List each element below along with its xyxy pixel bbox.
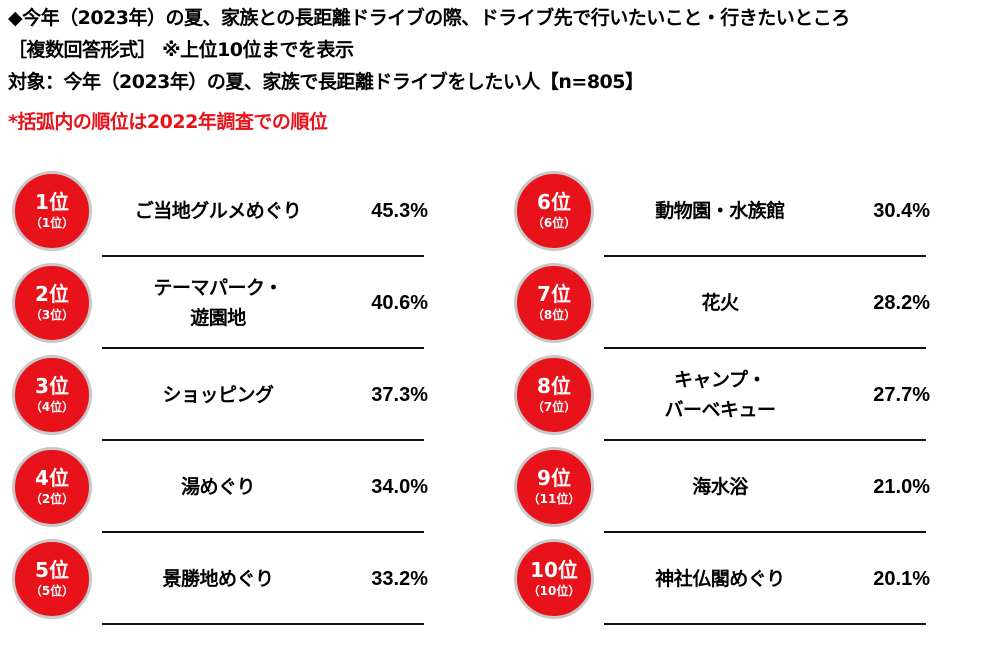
prev-rank: （4位） <box>29 400 75 414</box>
ranking-row: 5位 （5位） 景勝地めぐり 33.2% <box>8 533 428 625</box>
rank: 9位 <box>537 466 571 490</box>
prev-rank: （5位） <box>29 584 75 598</box>
prev-rank: （6位） <box>531 216 577 230</box>
ranking-column-left: 1位 （1位） ご当地グルメめぐり 45.3% 2位 （3位） テーマパーク・遊… <box>8 165 428 625</box>
prev-rank: （3位） <box>29 308 75 322</box>
prev-rank: （11位） <box>527 492 581 506</box>
ranking-row: 9位 （11位） 海水浴 21.0% <box>510 441 930 533</box>
prev-rank: （8位） <box>531 308 577 322</box>
item-percent: 33.2% <box>371 567 428 590</box>
rank-badge: 8位 （7位） <box>514 355 594 435</box>
row-divider <box>604 347 926 349</box>
item-label: 神社仏閣めぐり <box>655 568 785 590</box>
item-label: 海水浴 <box>692 476 748 498</box>
row-divider <box>102 623 424 625</box>
item-label-line1: キャンプ・ <box>674 369 766 391</box>
item-percent: 28.2% <box>873 291 930 314</box>
item-percent: 30.4% <box>873 199 930 222</box>
row-divider <box>604 439 926 441</box>
rank: 8位 <box>537 374 571 398</box>
ranking-row: 10位 （10位） 神社仏閣めぐり 20.1% <box>510 533 930 625</box>
ranking-note: *括弧内の順位は2022年調査での順位 <box>8 111 328 133</box>
item-label-line2: バーベキュー <box>664 399 776 421</box>
ranking-row: 3位 （4位） ショッピング 37.3% <box>8 349 428 441</box>
item-percent: 45.3% <box>371 199 428 222</box>
rank: 3位 <box>35 374 69 398</box>
rank-badge: 7位 （8位） <box>514 263 594 343</box>
ranking-column-right: 6位 （6位） 動物園・水族館 30.4% 7位 （8位） 花火 28.2% 8… <box>510 165 930 625</box>
rank-badge: 6位 （6位） <box>514 171 594 251</box>
ranking-row: 8位 （7位） キャンプ・バーベキュー 27.7% <box>510 349 930 441</box>
rank-badge: 4位 （2位） <box>12 447 92 527</box>
item-label: ショッピング <box>162 384 274 406</box>
rank: 7位 <box>537 282 571 306</box>
item-label: 花火 <box>701 292 739 314</box>
item-label: テーマパーク・ 遊園地 <box>108 257 328 349</box>
prev-rank: （2位） <box>29 492 75 506</box>
ranking-row: 4位 （2位） 湯めぐり 34.0% <box>8 441 428 533</box>
rank-badge: 3位 （4位） <box>12 355 92 435</box>
item-label: ご当地グルメめぐり <box>134 200 302 222</box>
row-divider <box>102 255 424 257</box>
rank: 4位 <box>35 466 69 490</box>
rank-badge: 2位 （3位） <box>12 263 92 343</box>
ranking-row: 1位 （1位） ご当地グルメめぐり 45.3% <box>8 165 428 257</box>
item-label-line2: 遊園地 <box>190 307 246 329</box>
row-divider <box>102 531 424 533</box>
prev-rank: （10位） <box>527 584 581 598</box>
row-divider <box>102 439 424 441</box>
item-percent: 34.0% <box>371 475 428 498</box>
answer-format: ［複数回答形式］ ※上位10位までを表示 <box>8 39 354 61</box>
chart-title: ◆今年（2023年）の夏、家族との長距離ドライブの際、ドライブ先で行いたいこと・… <box>8 7 850 29</box>
item-label: 動物園・水族館 <box>655 200 785 222</box>
item-percent: 27.7% <box>873 383 930 406</box>
item-percent: 40.6% <box>371 291 428 314</box>
rank-badge: 5位 （5位） <box>12 539 92 619</box>
item-label-line1: テーマパーク・ <box>153 277 283 299</box>
item-percent: 20.1% <box>873 567 930 590</box>
rank: 5位 <box>35 558 69 582</box>
rank: 6位 <box>537 190 571 214</box>
target-respondents: 対象：今年（2023年）の夏、家族で長距離ドライブをしたい人【n=805】 <box>8 71 644 93</box>
ranking-row: 7位 （8位） 花火 28.2% <box>510 257 930 349</box>
item-percent: 37.3% <box>371 383 428 406</box>
row-divider <box>604 623 926 625</box>
ranking-row: 2位 （3位） テーマパーク・ 遊園地 40.6% <box>8 257 428 349</box>
rank-badge: 10位 （10位） <box>514 539 594 619</box>
ranking-row: 6位 （6位） 動物園・水族館 30.4% <box>510 165 930 257</box>
row-divider <box>604 255 926 257</box>
rank: 10位 <box>530 558 578 582</box>
item-label: 景勝地めぐり <box>162 568 274 590</box>
item-label: キャンプ・バーベキュー <box>610 349 830 441</box>
prev-rank: （7位） <box>531 400 577 414</box>
rank-badge: 1位 （1位） <box>12 171 92 251</box>
prev-rank: （1位） <box>29 216 75 230</box>
item-label: 湯めぐり <box>180 476 256 498</box>
rank: 2位 <box>35 282 69 306</box>
rank: 1位 <box>35 190 69 214</box>
item-percent: 21.0% <box>873 475 930 498</box>
row-divider <box>102 347 424 349</box>
rank-badge: 9位 （11位） <box>514 447 594 527</box>
row-divider <box>604 531 926 533</box>
